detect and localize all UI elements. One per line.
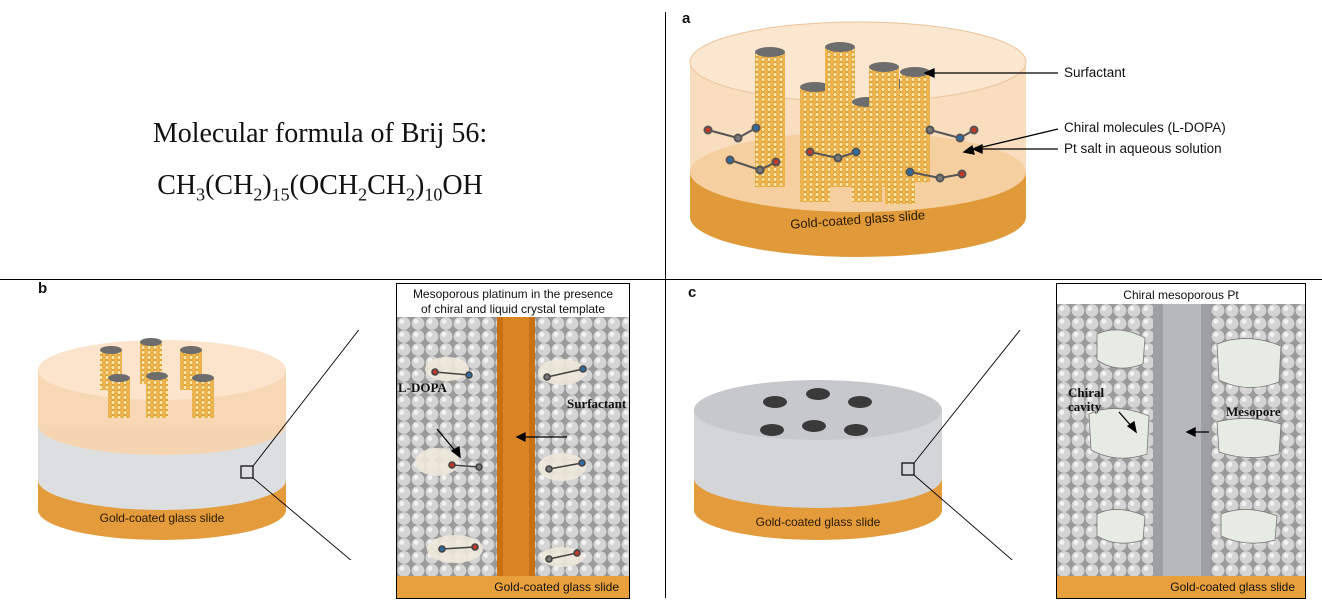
horizontal-divider — [0, 279, 1322, 280]
formula-subscript: 2 — [253, 184, 263, 205]
b-inset-title: Mesoporous platinum in the presence of c… — [397, 284, 629, 317]
molecular-formula: CH3(CH2)15(OCH2CH2)10OH — [60, 170, 580, 206]
panel-a-illustration: Gold-coated glass slide — [689, 21, 1059, 257]
b-inset-slide: Gold-coated glass slide — [397, 576, 629, 598]
label-chiral-molecules: Chiral molecules (L-DOPA) — [1064, 120, 1226, 135]
formula-part: ) — [415, 170, 425, 201]
b-inset-title-line2: of chiral and liquid crystal template — [420, 302, 606, 316]
formula-subscript: 3 — [196, 184, 206, 205]
vertical-divider-top — [665, 12, 666, 598]
formula-subscript: 10 — [424, 184, 443, 205]
c-inset-title: Chiral mesoporous Pt — [1123, 288, 1239, 302]
label-cavity: cavity — [1068, 399, 1102, 414]
callout-arrows — [923, 67, 1059, 155]
panel-c-slide-label: Gold-coated glass slide — [756, 515, 881, 529]
label-surfactant-b: Surfactant — [567, 396, 627, 411]
c-zoom-box — [901, 462, 915, 476]
b-zoom-box — [240, 465, 254, 479]
ldopa-molecules — [703, 123, 979, 183]
formula-subscript: 2 — [358, 184, 368, 205]
panel-a-letter: a — [682, 10, 691, 27]
formula-part: CH — [367, 170, 407, 201]
panel-b-inset: Mesoporous platinum in the presence of c… — [396, 283, 630, 599]
c-mesopores — [760, 388, 872, 436]
label-chiral-cavity: Chiral cavity — [1068, 386, 1104, 414]
formula-part: ) — [262, 170, 272, 201]
formula-title: Molecular formula of Brij 56: — [152, 118, 488, 149]
panel-b-disc: Gold-coated glass slide — [38, 330, 360, 560]
formula-part: OH — [442, 170, 483, 201]
label-mesopore: Mesopore — [1226, 404, 1281, 419]
surfactant-rods — [755, 42, 930, 204]
panel-c-inset: Chiral mesoporous Pt Gold-coated glass s… — [1056, 283, 1306, 599]
formula-subscript: 15 — [271, 184, 290, 205]
c-inset-slide: Gold-coated glass slide — [1057, 576, 1305, 598]
formula-part: (OCH — [289, 170, 359, 201]
panel-b-slide-label: Gold-coated glass slide — [100, 511, 225, 525]
panel-b-letter: b — [38, 280, 48, 297]
c-inset-art — [1057, 304, 1305, 578]
b-inset-title-line1: Mesoporous platinum in the presence — [412, 287, 614, 301]
solution-top — [689, 21, 1027, 103]
b-inset-art — [397, 317, 629, 581]
label-chiral: Chiral — [1068, 385, 1105, 400]
panel-c-letter: c — [688, 284, 697, 301]
label-pt-salt: Pt salt in aqueous solution — [1064, 141, 1222, 156]
label-surfactant: Surfactant — [1064, 65, 1126, 80]
label-ldopa: L-DOPA — [398, 380, 447, 395]
panel-c-disc: Gold-coated glass slide — [694, 330, 1021, 560]
formula-part: CH — [157, 170, 197, 201]
b-rods — [100, 338, 214, 418]
formula-part: (CH — [205, 170, 254, 201]
c-grey-top — [694, 380, 942, 440]
formula-subscript: 2 — [406, 184, 416, 205]
